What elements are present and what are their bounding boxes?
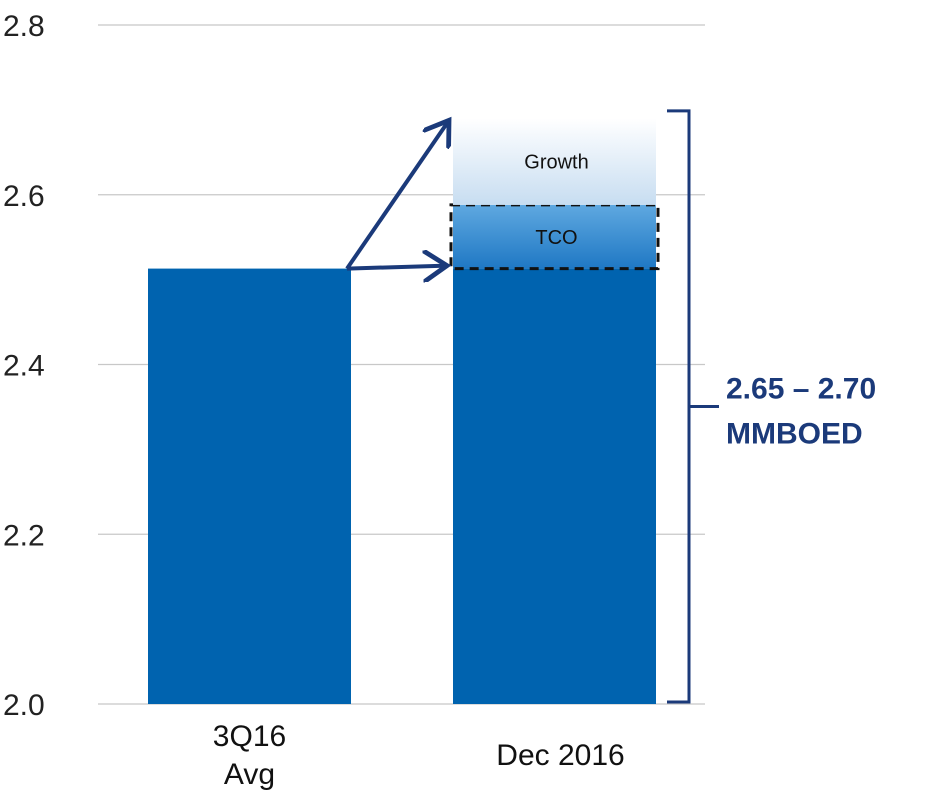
arrow-to-growth: [345, 120, 449, 270]
bar-3q16-avg: [148, 268, 351, 704]
category-label: Avg: [224, 758, 275, 791]
range-label-line: MMBOED: [726, 417, 863, 450]
segment-growth: [453, 118, 656, 205]
category-labels: 3Q16 Avg Dec 2016: [213, 720, 625, 791]
range-bracket-line: [667, 109, 691, 704]
arrow-to-tco: [346, 266, 447, 269]
category-label: Dec 2016: [496, 739, 624, 772]
bar-dec-2016-base: [453, 268, 656, 704]
segment-label-tco: TCO: [535, 227, 577, 249]
bars: [148, 268, 656, 704]
y-axis-ticks: 2.0 2.2 2.4 2.6 2.8: [3, 10, 45, 722]
range-label-line: 2.65 – 2.70: [726, 372, 876, 405]
category-label: 3Q16: [213, 720, 286, 753]
y-tick-label: 2.0: [3, 689, 45, 722]
segment-label-growth: Growth: [524, 152, 588, 174]
y-tick-label: 2.6: [3, 180, 45, 213]
segment-tco: [453, 204, 656, 269]
range-bracket: 2.65 – 2.70 MMBOED: [667, 109, 876, 704]
arrows: [345, 120, 449, 270]
y-tick-label: 2.8: [3, 10, 45, 43]
stacked-segments: TCO Growth: [449, 118, 660, 271]
y-tick-label: 2.4: [3, 350, 45, 383]
y-tick-label: 2.2: [3, 519, 45, 552]
